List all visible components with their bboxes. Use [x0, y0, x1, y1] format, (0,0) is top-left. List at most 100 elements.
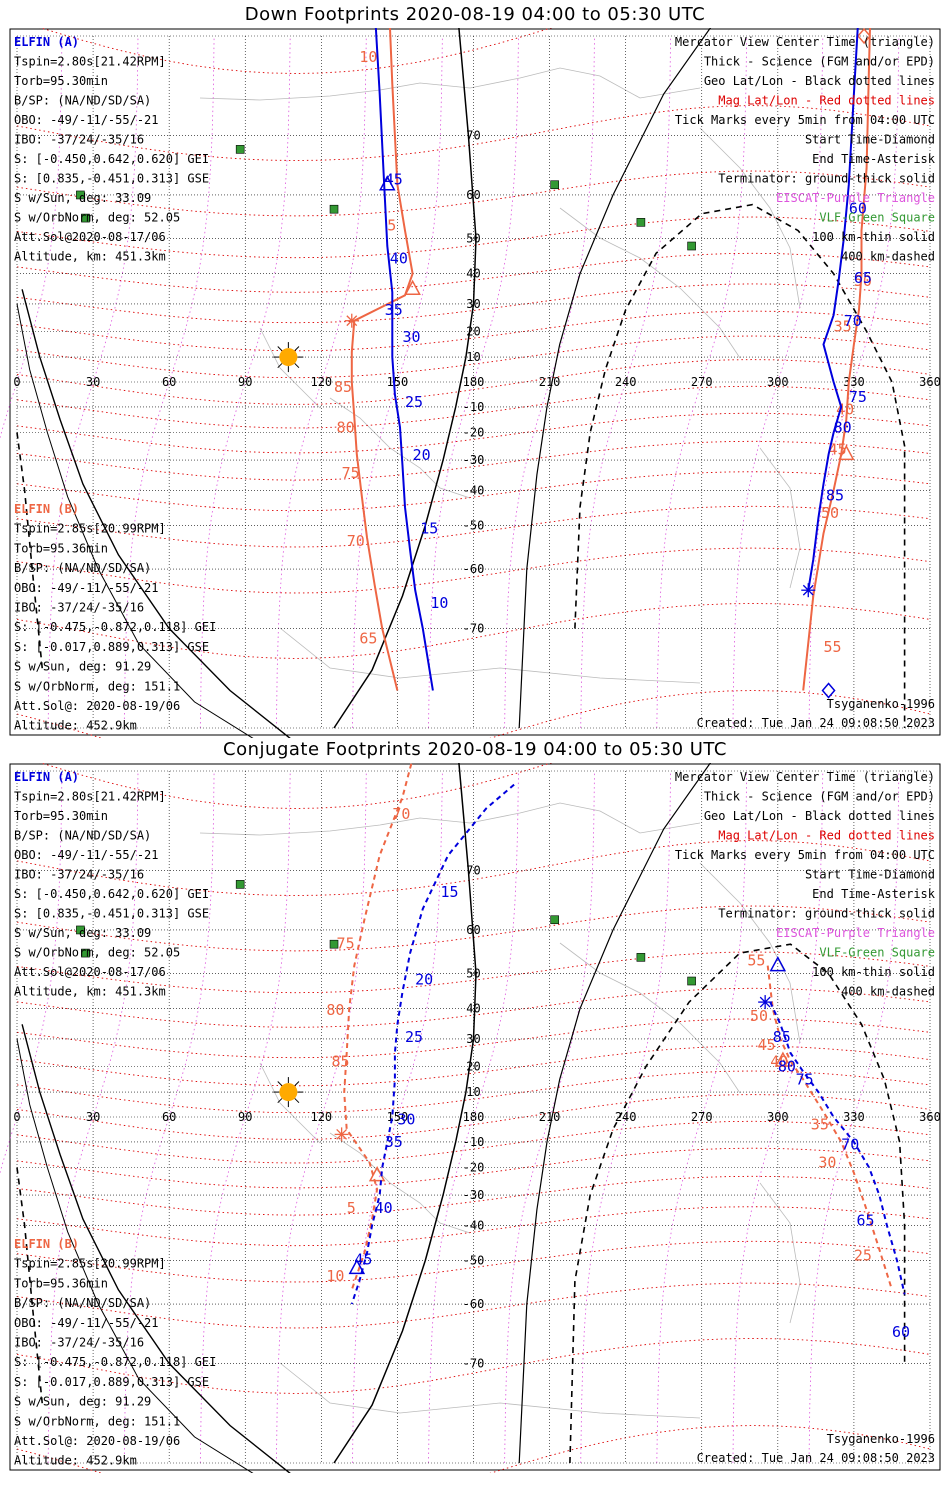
elfin-a-trace-east-line: [807, 28, 859, 591]
tick-label: 85: [334, 378, 352, 396]
lon-tick-label: 90: [238, 375, 252, 389]
sun-icon: [273, 342, 304, 373]
center-time-triangle: [404, 279, 421, 296]
lon-tick-label: 360: [919, 1110, 941, 1124]
center-time-triangle: [379, 175, 396, 191]
elfin-b-info: ELFIN (B) Tspin=2.85s[20.99RPM] Torb=95.36…: [14, 502, 216, 733]
legend-item: Mercator View Center Time (triangle): [675, 770, 935, 784]
sun-ray: [277, 1081, 283, 1087]
elfin-a-heading: ELFIN (A): [14, 770, 79, 784]
lat-tick-label: -40: [463, 483, 485, 497]
mag-lon-line: [123, 35, 215, 729]
elfin-a-line: B/SP: (NA/ND/SD/SA): [14, 829, 151, 843]
lon-tick-label: 90: [238, 1110, 252, 1124]
legend-item: 400 km-dashed: [841, 250, 935, 264]
model-label: Tsyganenko-1996: [827, 697, 935, 711]
mag-lat-line: [16, 1175, 931, 1216]
elfin-b-line: OBO: -49/-11/-55/-21: [14, 581, 159, 595]
tick-label: 25: [405, 1028, 423, 1046]
mag-lat-line: [16, 1070, 931, 1114]
center-time-triangle: [774, 1051, 792, 1067]
mag-lat-line: [16, 1018, 931, 1059]
end-time-asterisk: [336, 1128, 348, 1140]
legend-item: Start Time-Diamond: [805, 133, 935, 147]
mag-lon-line: [732, 770, 824, 1464]
axis-labels: 0 30 60 90 120 150 180 210 240 270 300 330 360706050…: [13, 864, 940, 1371]
coastline-6: [279, 627, 701, 684]
elfin-b-trace-east-line: [802, 28, 871, 691]
lat-tick-label: -60: [463, 1297, 485, 1311]
tick-label: 80: [326, 1001, 344, 1019]
tick-label: 70: [347, 532, 365, 550]
tick-label: 35: [385, 301, 403, 319]
lat-tick-label: -70: [463, 1356, 485, 1370]
elfin-a-line: Tspin=2.80s[21.42RPM]: [14, 55, 166, 69]
elfin-a-line: S: [-0.450,0.642,0.620] GEI: [14, 152, 209, 166]
elfin-b-trace-line: [350, 28, 414, 691]
mag-lat-line: [16, 216, 931, 259]
elfin-b-trace-line: [343, 763, 413, 1291]
tick-label: 65: [854, 269, 872, 287]
tick-label: 35: [811, 1115, 829, 1133]
elfin-a-line: S w/OrbNorm, deg: 52.05: [14, 211, 180, 225]
tick-label: 5: [347, 1199, 356, 1217]
legend-item: End Time-Asterisk: [812, 887, 936, 901]
elfin-b-trace: 70 75 80 85 5 10: [326, 763, 413, 1291]
elfin-a-line: Att.Sol@2020-08-17/06: [14, 230, 166, 244]
vlf-station-square: [687, 976, 696, 986]
lon-tick-label: 330: [843, 375, 865, 389]
terminator-400km: [569, 943, 906, 1464]
legend-item: Mercator View Center Time (triangle): [675, 35, 935, 49]
mag-lon-line: [428, 770, 519, 1464]
mag-lon-line: [580, 770, 671, 1464]
legend-item: Mag Lat/Lon - Red dotted lines: [718, 829, 935, 843]
elfin-b-trace-east-line: [766, 965, 893, 1291]
elfin-a-line: S: [0.835,-0.451,0.313] GSE: [14, 907, 209, 921]
legend-item: Terminator: ground-thick solid: [718, 172, 935, 186]
elfin-a-trace-east: 55606570758085: [801, 28, 872, 598]
tick-label: 45: [758, 1036, 776, 1054]
mag-lon-line: [732, 35, 824, 729]
mag-lat-line: [16, 335, 931, 379]
coastline-2: [559, 207, 741, 359]
sun-ray: [294, 346, 300, 352]
elfin-b-line: OBO: -49/-11/-55/-21: [14, 1316, 159, 1330]
legend-item: EISCAT-Purple Triangle: [776, 926, 935, 940]
elfin-b-line: Torb=95.36min: [14, 1276, 108, 1290]
vlf-station-square: [81, 948, 90, 958]
tick-label: 75: [796, 1070, 814, 1088]
mag-lat-line: [16, 951, 931, 994]
lat-tick-label: -10: [463, 400, 485, 414]
mag-lon-line: [808, 35, 900, 729]
elfin-a-trace: 45 40 35 30 25 20 15 10: [374, 28, 448, 691]
elfin-a-trace-line: [374, 28, 434, 691]
tick-label: 70: [841, 1136, 859, 1154]
elfin-b-info: ELFIN (B) Tspin=2.85s[20.99RPM] Torb=95.36…: [14, 1237, 216, 1468]
elfin-b-line: B/SP: (NA/ND/SD/SA): [14, 1296, 151, 1310]
terminator-400km: [574, 203, 906, 728]
lon-tick-label: 240: [615, 375, 637, 389]
elfin-a-line: OBO: -49/-11/-55/-21: [14, 113, 159, 127]
lon-tick-label: 60: [162, 1110, 176, 1124]
legend-item: Geo Lat/Lon - Black dotted lines: [704, 809, 935, 823]
tick-label: 25: [854, 1247, 872, 1265]
lon-tick-label: 180: [463, 1110, 485, 1124]
mag-lon-line: [352, 35, 443, 729]
vlf-station-square: [636, 953, 646, 962]
tick-label: 50: [750, 1007, 768, 1025]
legend-item: Start Time-Diamond: [805, 868, 935, 882]
legend-item: End Time-Asterisk: [812, 152, 936, 166]
vlf-station-square: [687, 241, 696, 251]
sun-ray: [277, 363, 283, 369]
lat-tick-label: -70: [463, 621, 485, 635]
tick-label: 10: [326, 1267, 344, 1285]
coastline-0: [199, 802, 701, 836]
elfin-a-line: IBO: -37/24/-35/16: [14, 133, 144, 147]
elfin-a-line: OBO: -49/-11/-55/-21: [14, 848, 159, 862]
elfin-a-line: S: [0.835,-0.451,0.313] GSE: [14, 172, 209, 186]
lon-tick-label: 210: [539, 1110, 561, 1124]
lon-tick-label: 30: [86, 375, 100, 389]
